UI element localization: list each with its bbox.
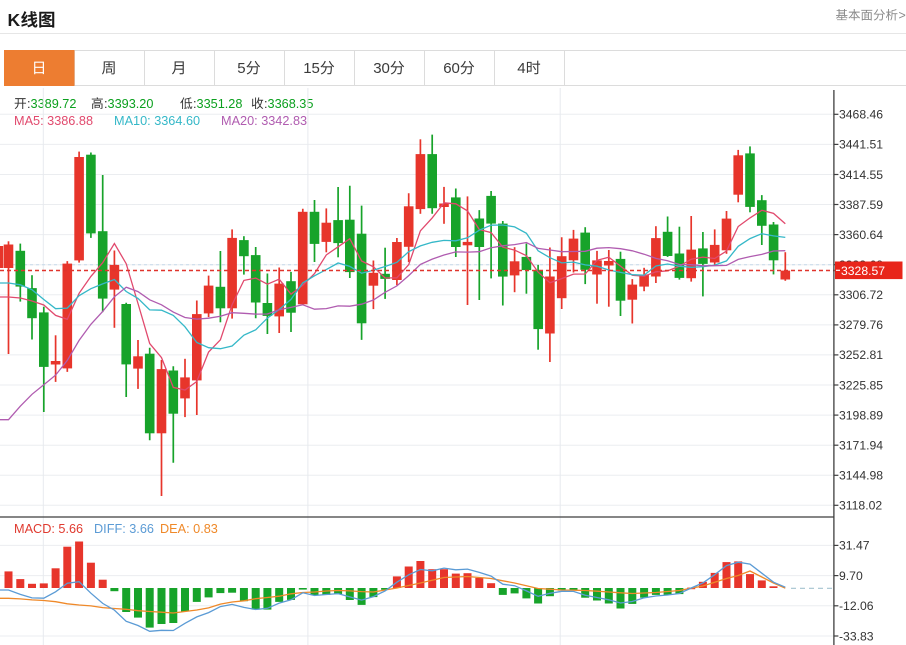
svg-text:3468.46: 3468.46 [839, 108, 883, 122]
svg-text::3389.72: :3389.72 [27, 97, 76, 111]
svg-text:3198.89: 3198.89 [839, 408, 883, 422]
svg-text:30: 30 [373, 60, 390, 77]
svg-text:3441.51: 3441.51 [839, 138, 883, 152]
svg-text:3414.55: 3414.55 [839, 168, 883, 182]
svg-text:DIFF: 3.66: DIFF: 3.66 [94, 522, 154, 536]
svg-text:3252.81: 3252.81 [839, 348, 883, 362]
svg-text:9.70: 9.70 [839, 569, 863, 583]
svg-text:MA10: 3364.60: MA10: 3364.60 [114, 114, 200, 128]
svg-text:5: 5 [237, 60, 245, 77]
svg-text:3306.72: 3306.72 [839, 288, 883, 302]
svg-text:MA5: 3386.88: MA5: 3386.88 [14, 114, 93, 128]
svg-text:DEA: 0.83: DEA: 0.83 [160, 522, 218, 536]
svg-text:MACD: 5.66: MACD: 5.66 [14, 522, 83, 536]
svg-text:3328.57: 3328.57 [841, 264, 885, 278]
svg-text:MA20: 3342.83: MA20: 3342.83 [221, 114, 307, 128]
svg-text:3225.85: 3225.85 [839, 378, 883, 392]
svg-text:15: 15 [303, 60, 320, 77]
svg-text::3393.20: :3393.20 [104, 97, 153, 111]
svg-text:60: 60 [443, 60, 460, 77]
svg-text:3387.59: 3387.59 [839, 198, 883, 212]
svg-text:-33.83: -33.83 [839, 629, 874, 643]
svg-text:>: > [899, 9, 906, 23]
svg-text:3279.76: 3279.76 [839, 318, 883, 332]
svg-text:K: K [8, 10, 21, 30]
svg-text::3351.28: :3351.28 [193, 97, 242, 111]
svg-text:3360.64: 3360.64 [839, 228, 883, 242]
svg-text::3368.35: :3368.35 [264, 97, 313, 111]
svg-text:3144.98: 3144.98 [839, 469, 883, 483]
svg-text:3171.94: 3171.94 [839, 439, 883, 453]
svg-text:4: 4 [517, 60, 525, 77]
svg-text:3118.02: 3118.02 [839, 499, 882, 513]
svg-text:31.47: 31.47 [839, 539, 870, 553]
svg-text:-12.06: -12.06 [839, 599, 874, 613]
